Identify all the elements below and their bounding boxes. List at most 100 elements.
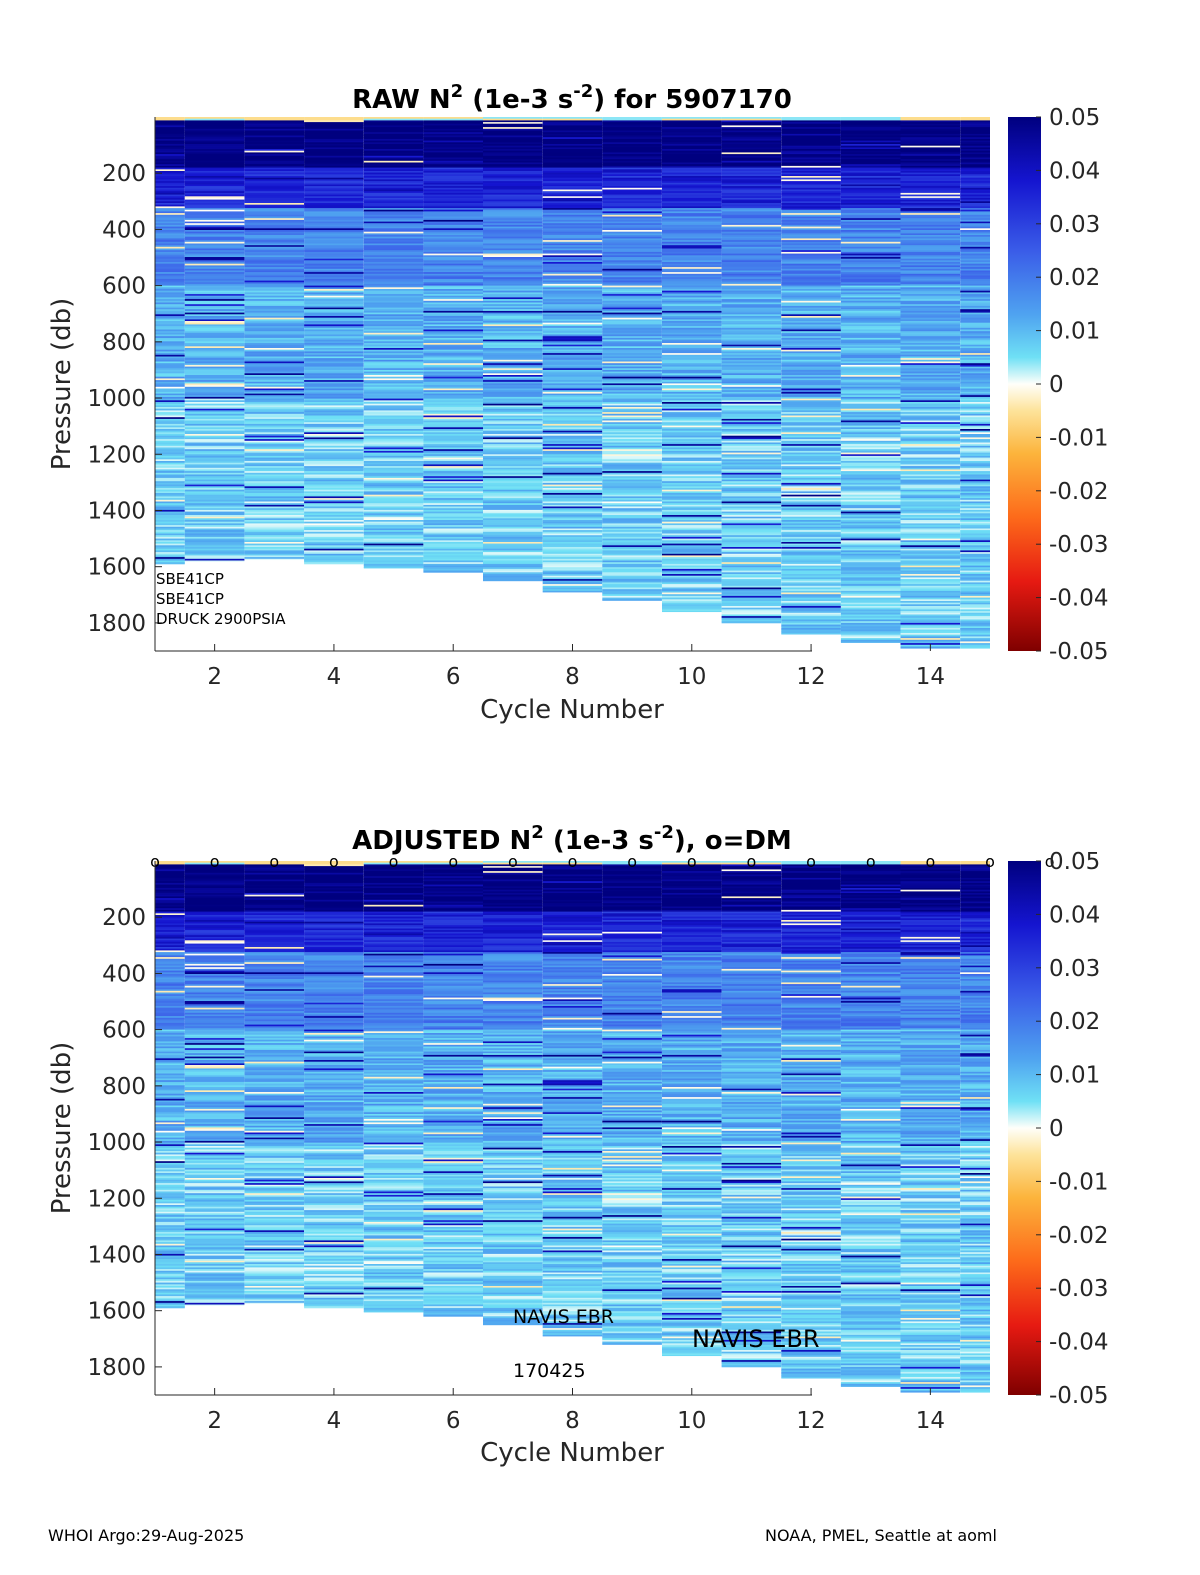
- n2-cell: [304, 552, 364, 555]
- n2-cell: [900, 270, 961, 273]
- n2-cell: [840, 243, 901, 246]
- n2-cell: [155, 1034, 185, 1037]
- n2-cell: [662, 344, 722, 347]
- n2-cell: [184, 479, 245, 482]
- n2-cell: [155, 1046, 185, 1049]
- n2-cell: [721, 393, 782, 396]
- n2-cell: [244, 380, 305, 383]
- n2-cell: [363, 171, 424, 174]
- n2-cell: [900, 622, 961, 625]
- n2-cell: [662, 144, 722, 147]
- n2-cell: [483, 410, 543, 413]
- n2-cell: [155, 1156, 185, 1159]
- n2-cell: [184, 1282, 245, 1285]
- n2-cell: [483, 493, 543, 496]
- n2-cell: [840, 410, 901, 413]
- n2-cell: [155, 442, 185, 445]
- n2-cell: [244, 346, 305, 349]
- n2-cell: [840, 265, 901, 268]
- n2-cell: [155, 1135, 185, 1138]
- n2-cell: [483, 307, 543, 310]
- n2-cell: [781, 302, 841, 305]
- n2-cell: [423, 310, 483, 313]
- n2-cell: [602, 137, 662, 140]
- n2-cell: [363, 181, 424, 184]
- n2-cell: [662, 240, 722, 243]
- n2-cell: [602, 332, 662, 335]
- n2-cell: [155, 869, 185, 872]
- n2-cell: [184, 327, 245, 330]
- n2-cell: [960, 589, 990, 592]
- n2-cell: [363, 265, 424, 268]
- n2-cell: [244, 503, 305, 506]
- n2-cell: [155, 508, 185, 511]
- n2-cell: [840, 393, 901, 396]
- n2-cell: [781, 629, 841, 632]
- n2-cell: [363, 133, 424, 136]
- n2-cell: [840, 358, 901, 361]
- n2-cell: [363, 326, 424, 329]
- n2-cell: [184, 130, 245, 133]
- n2-cell: [840, 477, 901, 480]
- n2-cell: [483, 257, 543, 260]
- n2-cell: [155, 147, 185, 150]
- n2-cell: [840, 299, 901, 302]
- n2-cell: [304, 484, 364, 487]
- n2-cell: [542, 155, 603, 158]
- n2-cell: [960, 378, 990, 381]
- n2-cell: [184, 879, 245, 882]
- n2-cell: [662, 602, 722, 605]
- n2-cell: [184, 938, 245, 941]
- n2-cell: [244, 201, 305, 204]
- n2-cell: [483, 214, 543, 217]
- n2-cell: [840, 317, 901, 320]
- n2-cell: [423, 481, 483, 484]
- n2-cell: [781, 558, 841, 561]
- n2-cell: [155, 469, 185, 472]
- n2-cell: [840, 238, 901, 241]
- n2-cell: [840, 590, 901, 593]
- n2-cell: [155, 889, 185, 892]
- n2-cell: [363, 164, 424, 167]
- n2-cell: [304, 230, 364, 233]
- n2-cell: [781, 488, 841, 491]
- n2-cell: [721, 434, 782, 437]
- n2-cell: [781, 241, 841, 244]
- n2-cell: [483, 275, 543, 278]
- n2-cell: [363, 130, 424, 133]
- n2-cell: [781, 122, 841, 125]
- n2-cell: [781, 542, 841, 545]
- n2-cell: [960, 584, 990, 587]
- n2-cell: [840, 337, 901, 340]
- n2-cell: [244, 208, 305, 211]
- n2-cell: [483, 488, 543, 491]
- n2-cell: [781, 211, 841, 214]
- n2-cell: [244, 557, 305, 560]
- n2-cell: [483, 536, 543, 539]
- n2-cell: [184, 862, 245, 865]
- n2-cell: [155, 884, 185, 887]
- n2-cell: [304, 415, 364, 418]
- n2-cell: [721, 494, 782, 497]
- n2-cell: [542, 191, 603, 194]
- cycle-column: [155, 861, 185, 1309]
- n2-cell: [721, 450, 782, 453]
- n2-cell: [960, 565, 990, 568]
- n2-cell: [363, 304, 424, 307]
- n2-cell: [244, 471, 305, 474]
- n2-cell: [960, 638, 990, 641]
- n2-cell: [900, 218, 961, 221]
- n2-cell: [900, 606, 961, 609]
- n2-cell: [423, 332, 483, 335]
- n2-cell: [781, 376, 841, 379]
- n2-cell: [244, 979, 305, 982]
- n2-cell: [363, 518, 424, 521]
- n2-cell: [184, 150, 245, 153]
- n2-cell: [960, 120, 990, 123]
- n2-cell: [721, 292, 782, 295]
- n2-cell: [781, 133, 841, 136]
- n2-cell: [304, 263, 364, 266]
- n2-cell: [542, 467, 603, 470]
- n2-cell: [423, 557, 483, 560]
- n2-cell: [781, 169, 841, 172]
